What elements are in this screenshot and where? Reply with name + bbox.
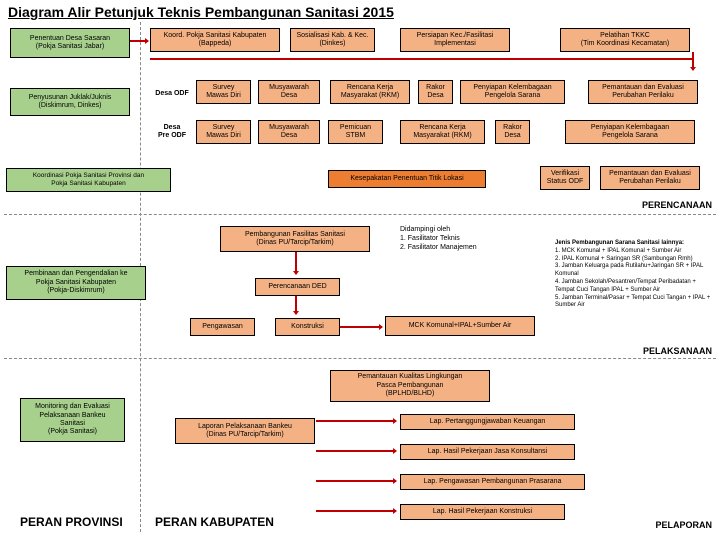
- box-r3-rakor: Rakor Desa: [495, 120, 530, 144]
- arrow: [150, 58, 694, 60]
- box-monitoring: Monitoring dan Evaluasi Pelaksanaan Bank…: [20, 398, 125, 442]
- label-perencanaan: PERENCANAAN: [642, 200, 712, 210]
- box-persiapan: Persiapan Kec./Fasilitasi Implementasi: [400, 28, 510, 52]
- box-r3-rkm: Rencana Kerja Masyarakat (RKM): [400, 120, 485, 144]
- box-mck: MCK Komunal+IPAL+Sumber Air: [385, 316, 535, 336]
- box-pembangunan: Pembangunan Fasilitas Sanitasi (Dinas PU…: [220, 226, 370, 252]
- box-konstruksi: Konstruksi: [275, 318, 340, 336]
- box-sosialisasi: Sosialisasi Kab. & Kec. (Dinkes): [290, 28, 375, 52]
- box-lap-konstruksi: Lap. Hasil Pekerjaan Konstruksi: [400, 504, 565, 520]
- arrow: [316, 510, 396, 512]
- box-koord-kab: Koord. Pokja Sanitasi Kabupaten (Bappeda…: [150, 28, 280, 52]
- arrow: [340, 326, 382, 328]
- jenis-item: 2. IPAL Komunal + Saringan SR (Sambungan…: [555, 256, 715, 264]
- box-desa-preodf: Desa Pre ODF: [152, 120, 192, 144]
- box-laporan-bankeu: Laporan Pelaksanaan Bankeu (Dinas PU/Tar…: [175, 418, 315, 444]
- box-r2-musy: Musyawarah Desa: [258, 80, 320, 104]
- arrow: [130, 40, 148, 42]
- arrow: [316, 450, 396, 452]
- jenis-title: Jenis Pembangunan Sarana Sanitasi lainny…: [555, 240, 715, 248]
- jenis-item: 4. Jamban Sekolah/Pesantren/Tempat Perib…: [555, 279, 715, 295]
- box-ded: Perencanaan DED: [255, 278, 340, 296]
- arrow: [295, 296, 297, 314]
- label-peran-provinsi: PERAN PROVINSI: [20, 515, 123, 529]
- box-koord-prov: Koordinasi Pokja Sanitasi Provinsi dan P…: [6, 168, 171, 192]
- label-pelaksanaan: PELAKSANAAN: [643, 346, 712, 356]
- box-lap-pengawasan: Lap. Pengawasan Pembangunan Prasarana: [400, 474, 585, 490]
- divider: [4, 214, 716, 215]
- divider: [4, 358, 716, 359]
- label-peran-kabupaten: PERAN KABUPATEN: [155, 515, 274, 529]
- jenis-item: 5. Jamban Terminal/Pasar + Tempat Cuci T…: [555, 295, 715, 311]
- box-r3-pemicuan: Pemicuan STBM: [328, 120, 383, 144]
- arrow: [692, 52, 694, 70]
- box-penyusunan: Penyusunan Juklak/Juknis (Diskimrum, Din…: [10, 88, 130, 116]
- label-pelaporan: PELAPORAN: [655, 520, 712, 530]
- box-pengawasan: Pengawasan: [190, 318, 255, 336]
- box-r2-kelembagaan: Penyiapan Kelembagaan Pengelola Sarana: [460, 80, 565, 104]
- box-r3-musy: Musyawarah Desa: [258, 120, 320, 144]
- box-penentuan: Penentuan Desa Sasaran (Pokja Sanitasi J…: [10, 28, 130, 58]
- box-r2-rkm: Rencana Kerja Masyarakat (RKM): [330, 80, 410, 104]
- jenis-item: 3. Jamban Keluarga pada Rutilahu+Jaringa…: [555, 263, 715, 279]
- box-pembinaan: Pembinaan dan Pengendalian ke Pokja Sani…: [6, 266, 146, 300]
- box-r2-survey: Survey Mawas Diri: [196, 80, 251, 104]
- text-didampingi: Didampingi oleh 1. Fasilitator Teknis 2.…: [400, 225, 477, 252]
- arrow: [295, 252, 297, 274]
- arrow: [316, 420, 396, 422]
- page-title: Diagram Alir Petunjuk Teknis Pembangunan…: [0, 0, 720, 24]
- box-r2-rakor: Rakor Desa: [418, 80, 453, 104]
- arrow: [316, 480, 396, 482]
- box-desa-odf: Desa ODF: [152, 82, 192, 106]
- list-jenis: Jenis Pembangunan Sarana Sanitasi lainny…: [555, 240, 715, 310]
- box-kesepakatan: Kesepakatan Penentuan Titik Lokasi: [328, 170, 486, 188]
- box-lap-konsultansi: Lap. Hasil Pekerjaan Jasa Konsultansi: [400, 444, 575, 460]
- box-verifikasi: Verifikasi Status ODF: [540, 166, 590, 190]
- box-r3-kelembagaan: Penyiapan Kelembagaan Pengelola Sarana: [565, 120, 695, 144]
- box-lap-keuangan: Lap. Pertanggungjawaban Keuangan: [400, 414, 575, 430]
- box-r3-survey: Survey Mawas Diri: [196, 120, 251, 144]
- jenis-item: 1. MCK Komunal + IPAL Komunal + Sumber A…: [555, 248, 715, 256]
- box-r2-pemantauan: Pemantauan dan Evaluasi Perubahan Perila…: [588, 80, 698, 104]
- box-pemantauan-kualitas: Pemantauan Kualitas Lingkungan Pasca Pem…: [330, 370, 490, 402]
- box-r3b-pemantauan: Pemantauan dan Evaluasi Perubahan Perila…: [600, 166, 700, 190]
- box-pelatihan: Pelatihan TKKC (Tim Koordinasi Kecamatan…: [560, 28, 690, 52]
